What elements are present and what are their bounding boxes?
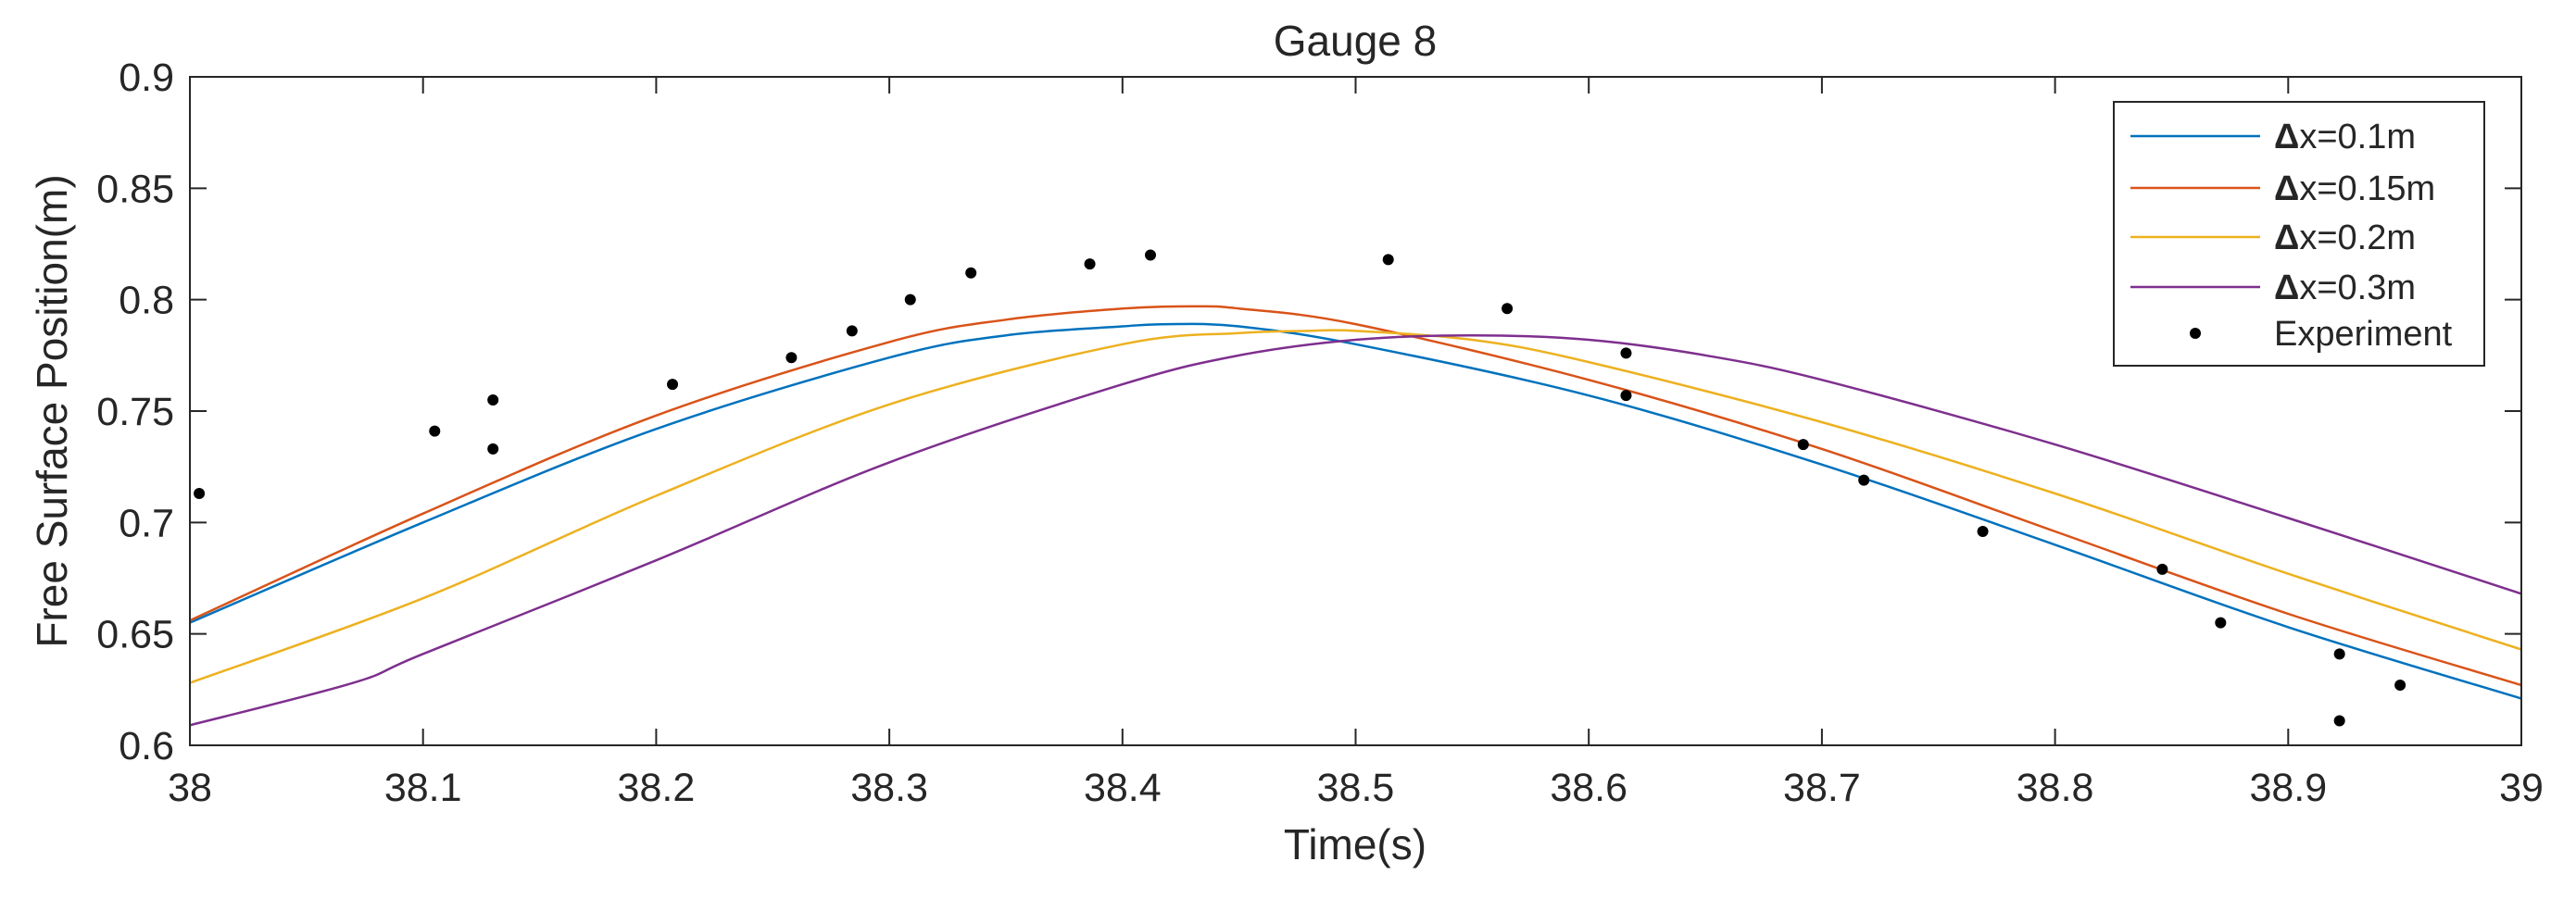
x-tick-label: 38.4 (1084, 766, 1162, 810)
y-tick-label: 0.9 (119, 56, 174, 100)
legend-label: Experiment (2274, 315, 2453, 354)
x-tick-label: 38.8 (2017, 766, 2094, 810)
experiment-point (2394, 680, 2406, 692)
legend-label: Δx=0.3m (2274, 268, 2416, 307)
legend-label-rest: x=0.3m (2299, 268, 2416, 307)
legend-label-rest: x=0.2m (2299, 219, 2416, 257)
y-tick-label: 0.85 (96, 167, 174, 211)
experiment-point (904, 293, 916, 306)
x-tick-label: 38.3 (850, 766, 928, 810)
legend-delta-symbol: Δ (2274, 219, 2299, 257)
experiment-point (1145, 249, 1157, 261)
y-axis-label: Free Surface Position(m) (28, 174, 76, 647)
experiment-point (785, 352, 798, 364)
y-tick-label: 0.75 (96, 390, 174, 434)
x-tick-label: 38.2 (618, 766, 696, 810)
legend-label: Δx=0.1m (2274, 118, 2416, 156)
y-tick-label: 0.65 (96, 613, 174, 657)
series-line-0 (189, 322, 2522, 700)
experiment-point (1084, 258, 1096, 270)
legend-box (2113, 101, 2485, 367)
legend-label-rest: x=0.1m (2299, 118, 2416, 156)
x-tick-label: 38.9 (2249, 766, 2327, 810)
experiment-point (1797, 439, 1809, 451)
series-line-2 (189, 329, 2522, 684)
legend-label: Δx=0.15m (2274, 169, 2435, 208)
x-tick-label: 39 (2499, 766, 2544, 810)
experiment-point (2333, 648, 2345, 660)
experiment-point (487, 443, 499, 455)
legend-delta-symbol: Δ (2274, 118, 2299, 156)
x-tick-label: 38 (168, 766, 212, 810)
x-tick-label: 38.1 (384, 766, 462, 810)
marker-layer (194, 249, 2406, 727)
experiment-point (1858, 474, 1870, 486)
experiment-point (1382, 254, 1394, 266)
series-line-3 (189, 333, 2522, 727)
legend-delta-symbol: Δ (2274, 169, 2299, 208)
y-axis-ticks: 0.6 0.65 0.7 0.75 0.8 0.85 0.9 (96, 56, 2521, 768)
chart-title: Gauge 8 (1274, 17, 1437, 65)
series-line-1 (189, 305, 2522, 687)
x-tick-label: 38.5 (1317, 766, 1395, 810)
experiment-point (1502, 303, 1514, 315)
y-tick-label: 0.7 (119, 501, 174, 545)
experiment-point (2156, 563, 2168, 575)
y-tick-label: 0.6 (119, 724, 174, 768)
experiment-point (2215, 617, 2227, 629)
x-axis-label: Time(s) (1284, 820, 1426, 868)
experiment-point (667, 379, 679, 391)
experiment-point (487, 393, 499, 406)
experiment-point (846, 325, 858, 337)
legend-label: Δx=0.2m (2274, 219, 2416, 257)
experiment-point (965, 267, 977, 279)
x-tick-label: 38.6 (1550, 766, 1627, 810)
series-layer (189, 305, 2522, 727)
experiment-point (1620, 347, 1632, 359)
experiment-point (1977, 525, 1989, 537)
experiment-point (429, 425, 441, 437)
legend-delta-symbol: Δ (2274, 268, 2299, 307)
x-tick-label: 38.7 (1783, 766, 1861, 810)
y-tick-label: 0.8 (119, 279, 174, 323)
experiment-point (194, 488, 206, 500)
legend-label-rest: x=0.15m (2299, 169, 2435, 208)
experiment-point (1620, 390, 1632, 402)
experiment-point (2333, 715, 2345, 727)
x-axis-ticks: 38 38.1 38.2 38.3 38.4 38.5 38.6 38.7 38.8 38.9 39 (168, 77, 2544, 810)
legend-swatch-marker (2190, 328, 2201, 339)
